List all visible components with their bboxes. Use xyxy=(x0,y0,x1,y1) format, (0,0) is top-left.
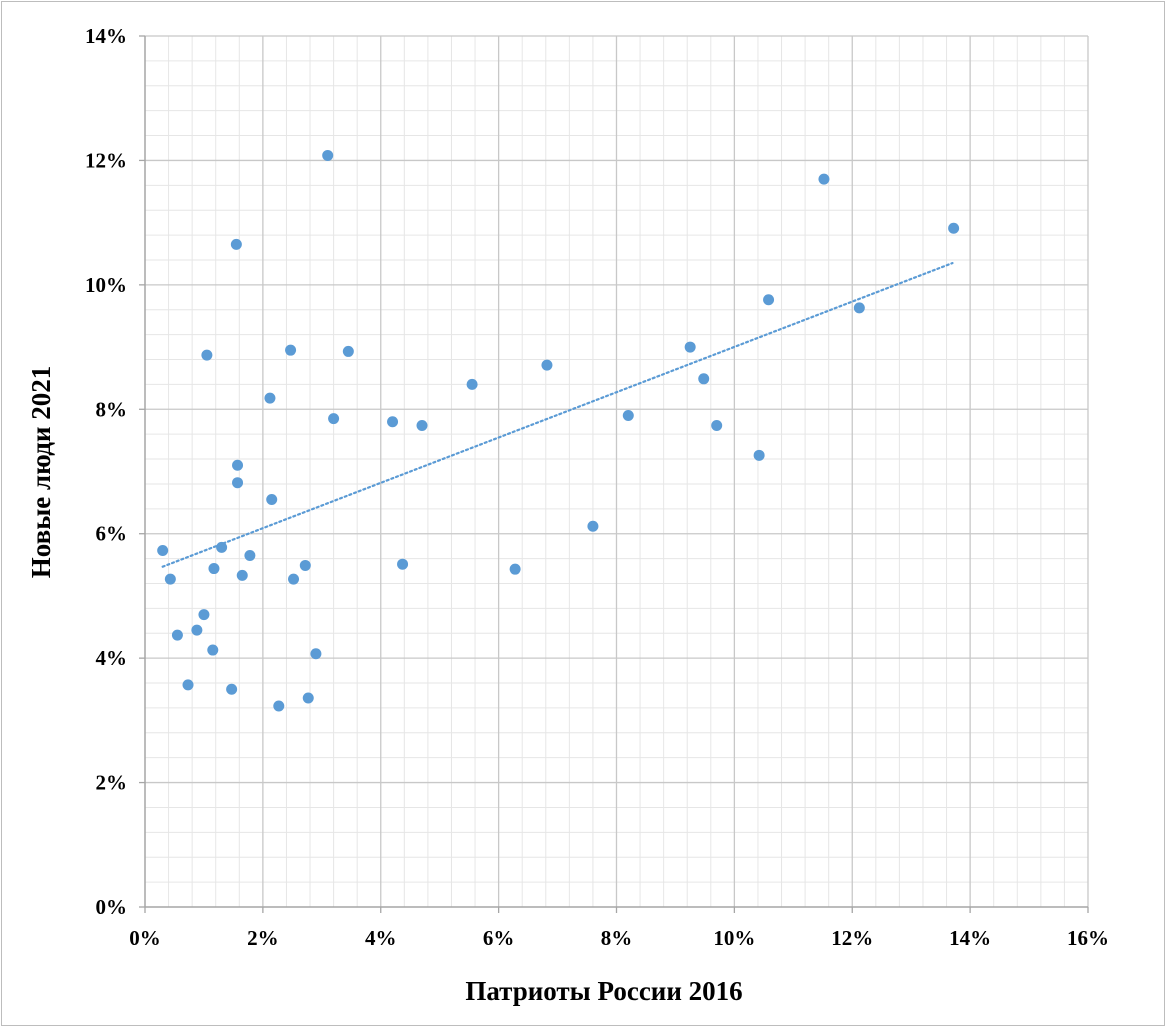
data-point xyxy=(232,477,244,489)
x-tick-label: 8% xyxy=(601,926,633,950)
data-point xyxy=(216,541,228,553)
data-point xyxy=(416,419,428,431)
data-point xyxy=(236,569,248,581)
data-point xyxy=(948,222,960,234)
data-point xyxy=(201,349,213,361)
x-tick-label: 6% xyxy=(483,926,515,950)
data-point xyxy=(285,344,297,356)
data-point xyxy=(226,683,238,695)
data-point xyxy=(288,573,300,585)
data-points xyxy=(157,149,960,712)
data-point xyxy=(207,644,219,656)
axes xyxy=(139,35,1089,913)
y-tick-label: 0% xyxy=(96,895,128,919)
x-axis-title: Патриоты России 2016 xyxy=(465,976,742,1006)
data-point xyxy=(164,573,176,585)
data-point xyxy=(342,345,354,357)
data-point xyxy=(157,545,169,557)
y-tick-label: 10% xyxy=(85,273,127,297)
data-point xyxy=(763,294,775,306)
data-point xyxy=(182,679,194,691)
data-point xyxy=(322,149,334,161)
data-point xyxy=(698,373,710,385)
x-tick-label: 12% xyxy=(831,926,873,950)
x-tick-label: 16% xyxy=(1067,926,1109,950)
data-point xyxy=(711,419,723,431)
y-tick-label: 6% xyxy=(96,522,128,546)
data-point xyxy=(266,493,278,505)
data-point xyxy=(232,459,244,471)
data-point xyxy=(509,563,521,575)
x-tick-labels: 0% 2% 4% 6% 8% 10% 12% 14% 16% xyxy=(129,926,1109,950)
data-point xyxy=(753,449,765,461)
data-point xyxy=(299,559,311,571)
data-point xyxy=(264,392,276,404)
data-point xyxy=(230,238,242,250)
y-tick-label: 8% xyxy=(96,397,128,421)
data-point xyxy=(541,359,553,371)
trendline xyxy=(161,261,954,568)
y-tick-label: 4% xyxy=(96,646,128,670)
x-tick-label: 14% xyxy=(949,926,991,950)
data-point xyxy=(622,410,634,422)
x-tick-label: 10% xyxy=(713,926,755,950)
x-tick-label: 2% xyxy=(247,926,279,950)
x-tick-label: 0% xyxy=(129,926,161,950)
y-tick-label: 2% xyxy=(96,771,128,795)
major-gridlines xyxy=(145,35,1089,907)
data-point xyxy=(466,378,478,390)
trendline-path xyxy=(161,261,954,568)
data-point xyxy=(387,416,399,428)
data-point xyxy=(208,563,220,575)
data-point xyxy=(171,629,183,641)
data-point xyxy=(853,302,865,314)
data-point xyxy=(328,413,340,425)
data-point xyxy=(302,692,314,704)
data-point xyxy=(273,700,285,712)
data-point xyxy=(310,648,322,660)
y-tick-labels: 0% 2% 4% 6% 8% 10% 12% 14% xyxy=(85,24,127,919)
data-point xyxy=(198,609,210,621)
data-point xyxy=(244,549,256,561)
y-tick-label: 14% xyxy=(85,24,127,48)
data-point xyxy=(818,173,830,185)
data-point xyxy=(191,624,203,636)
data-point xyxy=(684,341,696,353)
y-tick-label: 12% xyxy=(85,148,127,172)
y-axis-title: Новые люди 2021 xyxy=(26,366,56,578)
x-tick-label: 4% xyxy=(365,926,397,950)
data-point xyxy=(397,558,409,570)
data-point xyxy=(587,520,599,532)
